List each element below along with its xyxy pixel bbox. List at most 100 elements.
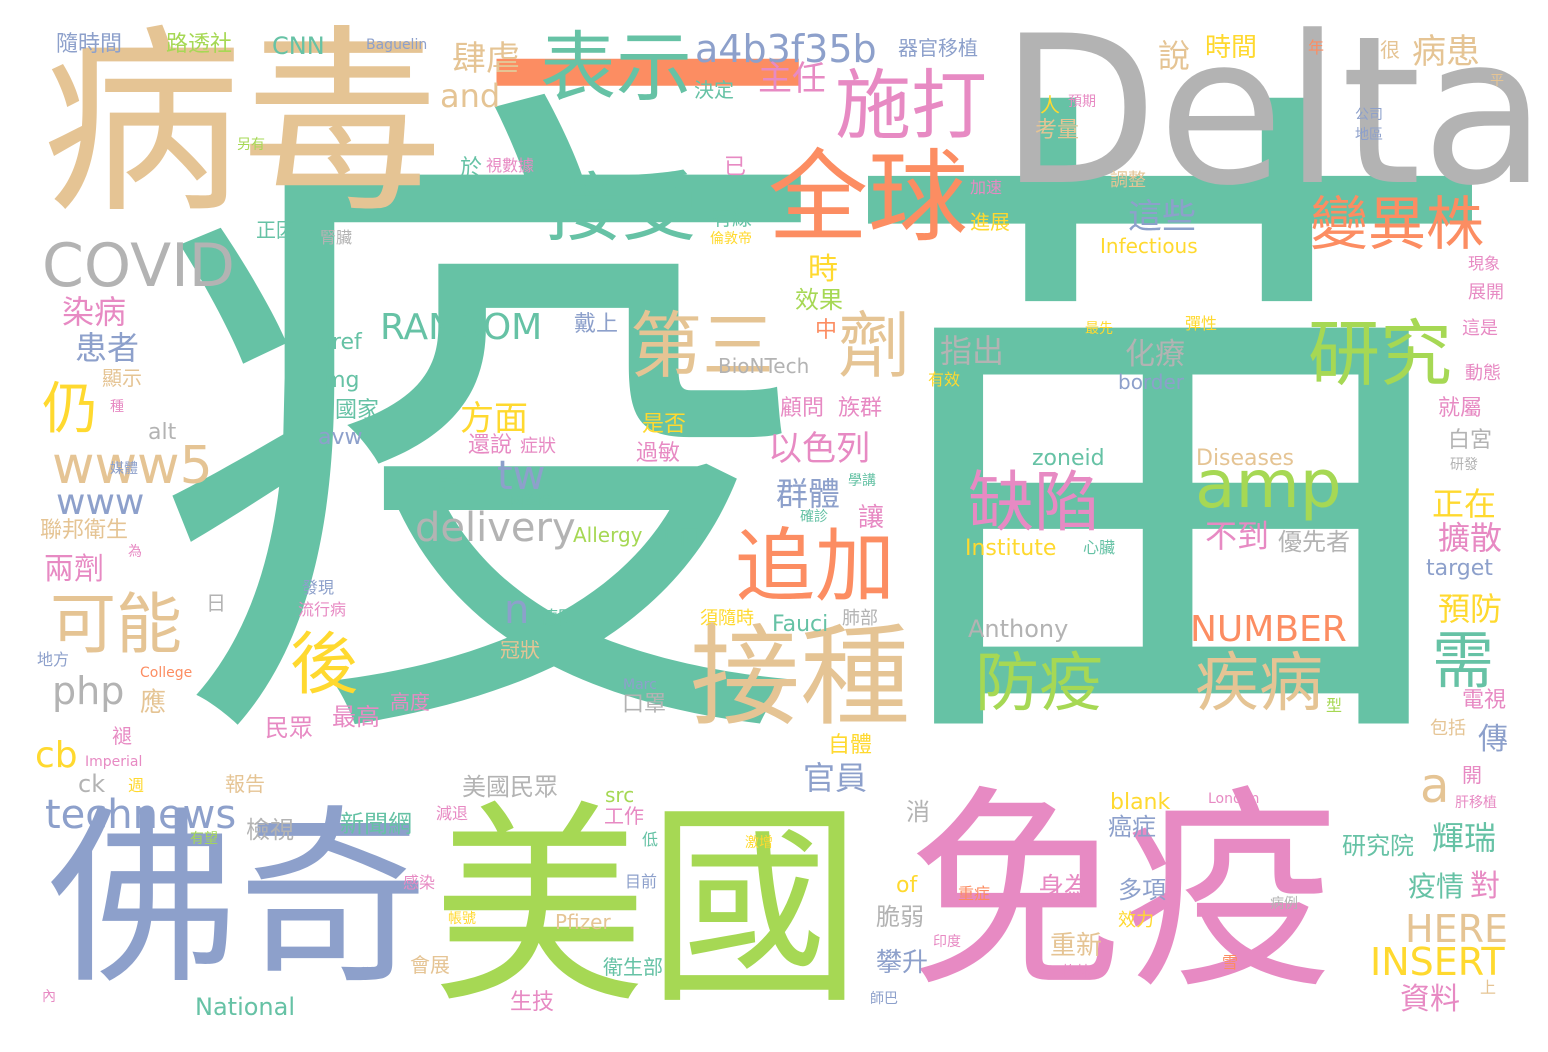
word-baguelin: Baguelin — [366, 37, 428, 53]
word-quexian: 缺陷 — [968, 464, 1100, 541]
word-zhanghao: 帳號 — [448, 911, 476, 927]
word-ping: 平 — [1490, 73, 1504, 89]
word-xusuishi: 須隨時 — [700, 608, 754, 629]
word-xinwenwang: 新聞網 — [340, 810, 412, 838]
word-guomin: 過敏 — [636, 441, 681, 466]
word-xianshi: 顯示 — [102, 366, 142, 390]
word-diqu: 地區 — [1355, 127, 1383, 143]
word-shishuju: 視數據 — [486, 156, 535, 175]
word-guwen: 顧問 — [780, 396, 825, 421]
word-zhengzai: 正在 — [1432, 485, 1497, 523]
word-di: 低 — [642, 830, 659, 849]
word-yindu: 印度 — [933, 934, 961, 950]
word-yufang: 預防 — [1438, 590, 1503, 628]
word-jizeng: 激增 — [745, 835, 773, 851]
word-ganran: 感染 — [403, 873, 436, 892]
word-delivery: delivery — [415, 505, 576, 551]
word-youxian: 有線 — [712, 206, 752, 230]
word-gaodu: 高度 — [390, 690, 430, 714]
word-budao: 不到 — [1205, 517, 1270, 555]
word-shuo: 說 — [1158, 37, 1191, 75]
word-lutoushe: 路透社 — [166, 32, 233, 57]
word-amp: amp — [1195, 446, 1342, 523]
word-guoxueyuan: 國學院 — [510, 494, 552, 510]
word-a: a — [1420, 758, 1450, 814]
word-target: target — [1426, 556, 1493, 581]
word-aizheng: 癌症 — [1108, 813, 1156, 841]
word-guanyuan: 官員 — [803, 759, 868, 797]
word-meiguo: 美國 — [432, 782, 862, 1033]
word-shi: 時 — [808, 252, 838, 287]
word-shifou: 是否 — [642, 412, 687, 437]
word-sinue: 肆虐 — [452, 39, 520, 79]
word-yi: 一 — [482, 0, 812, 279]
word-zhankai: 展開 — [1468, 282, 1504, 303]
word-xing: 型 — [1326, 696, 1343, 715]
word-nian: 年 — [1308, 38, 1325, 57]
word-ranbing: 染病 — [62, 293, 127, 331]
word-shiba: 師巴 — [870, 991, 898, 1007]
word-jiezhong: 接種 — [690, 613, 910, 741]
word-of: of — [896, 873, 918, 898]
word-fangyi: 防疫 — [975, 647, 1103, 721]
word-bingghuan: 病患 — [1412, 32, 1480, 72]
word-jiasu: 加速 — [970, 178, 1003, 197]
word-xiao: 消 — [906, 798, 930, 826]
word-difang: 地方 — [37, 650, 70, 669]
word-tw: tw — [497, 453, 546, 499]
word-youwang: 有望 — [190, 831, 218, 847]
word-zhou: 週 — [128, 776, 145, 795]
word-random: RANDOM — [380, 307, 543, 348]
word-yu: 於 — [460, 156, 483, 181]
word-huirui: 輝瑞 — [1432, 819, 1497, 857]
word-xu: 需 — [1432, 624, 1495, 697]
word-php: php — [52, 669, 125, 713]
word-technews: technews — [45, 792, 237, 838]
word-anthony: Anthony — [968, 615, 1069, 643]
word-allergy: Allergy — [573, 523, 643, 547]
word-yijing: 已 — [724, 155, 747, 180]
word-zhongzheng: 重症 — [958, 884, 991, 903]
word-zoneid: zoneid — [1032, 446, 1105, 471]
word-number: NUMBER — [1190, 609, 1347, 650]
word-qiguanyizhi: 器官移植 — [898, 36, 978, 60]
word-mianyi: 免疫 — [908, 767, 1338, 1018]
word-nei: 內 — [42, 989, 56, 1005]
word-fangwen: 訪問 — [438, 473, 483, 498]
word-minzhong: 民眾 — [265, 714, 313, 742]
word-zhichu: 指出 — [940, 332, 1005, 370]
word-kai: 開 — [1462, 763, 1482, 787]
word-lundundi: 倫敦帝 — [710, 231, 752, 247]
word-jinzhan: 進展 — [970, 210, 1010, 234]
word-here: HERE — [1405, 907, 1508, 951]
word-xiaoli: 效力 — [1118, 910, 1154, 931]
word-yanjiu: 研究 — [1308, 312, 1453, 396]
word-duoxiang: 多項 — [1118, 876, 1166, 904]
word-hen: 很 — [1380, 38, 1400, 62]
word-zuigao: 最高 — [332, 703, 380, 731]
word-national: National — [195, 993, 296, 1021]
word-fuqi: 佛奇 — [48, 789, 429, 1010]
word-weishengbu: 衛生部 — [603, 955, 663, 979]
word-yanfa: 研發 — [1450, 457, 1478, 473]
word-dianshi: 電視 — [1462, 688, 1507, 713]
word-kouzhao: 口罩 — [622, 692, 667, 717]
word-marc: Marc — [623, 677, 657, 693]
word-shijian: 時間 — [1205, 33, 1258, 63]
word-reng: 仍 — [42, 377, 98, 442]
word-xue: 雪 — [1222, 953, 1239, 972]
word-biontech: BioNTech — [718, 354, 810, 378]
word-jianshi: 檢視 — [246, 816, 294, 844]
word-diseases: Diseases — [1196, 446, 1294, 471]
word-kuosan: 擴散 — [1438, 519, 1503, 557]
word-img: img — [318, 368, 360, 393]
word-jiantui: 減退 — [436, 804, 469, 823]
word-tui: 褪 — [112, 724, 132, 748]
word-insert: INSERT — [1370, 940, 1505, 984]
word-alt: alt — [148, 420, 177, 445]
word-delta: Delta — [1000, 0, 1547, 231]
word-pansheng: 攀升 — [876, 948, 929, 978]
word-youxiao: 有效 — [928, 370, 961, 389]
word-pfizer: Pfizer — [555, 910, 611, 934]
word-guanzhuang: 冠狀 — [500, 638, 540, 662]
